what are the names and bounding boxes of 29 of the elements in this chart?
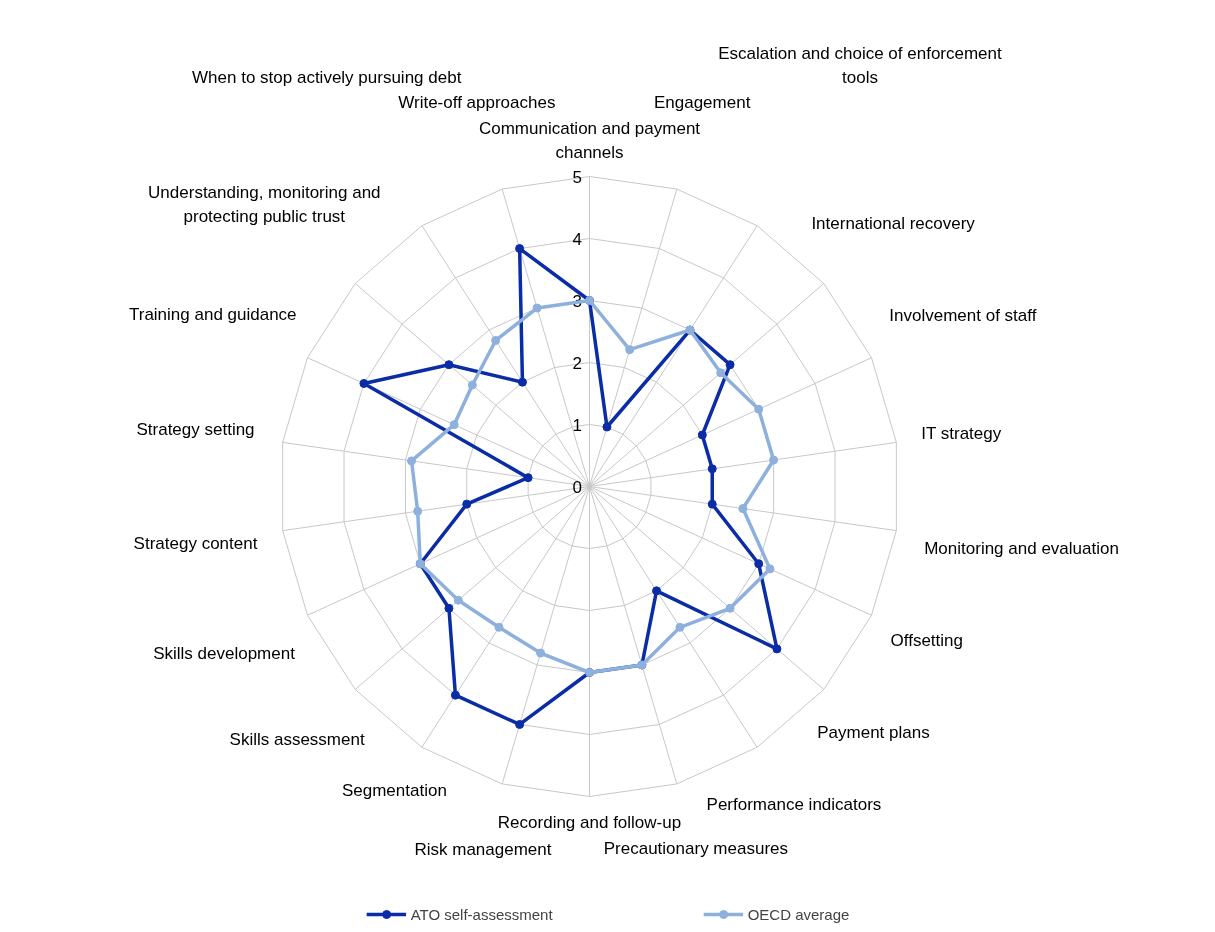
- spoke-label: Involvement of staff: [889, 306, 1037, 326]
- spoke-label: IT strategy: [921, 423, 1002, 443]
- spoke-label: Segmentation: [341, 780, 447, 800]
- spoke-label: Escalation and choice of enforcement tools: [718, 44, 1003, 87]
- legend-label: ATO self-assessment: [410, 905, 553, 923]
- spoke-label: Communication and payment channels: [478, 119, 701, 162]
- spoke-label: Engagement: [653, 93, 751, 113]
- spoke-label: Offsetting: [890, 631, 963, 651]
- spoke-label: Risk management: [414, 839, 552, 859]
- spoke-label: When to stop actively pursuing debt: [192, 68, 462, 88]
- spoke-label: Training and guidance: [128, 304, 297, 324]
- y-tick-label: 4: [572, 229, 583, 249]
- spoke-label: Strategy setting: [136, 420, 255, 440]
- spoke-label: Write-off approaches: [398, 93, 556, 113]
- spoke-label: Recording and follow-up: [497, 813, 682, 833]
- spoke-label: Performance indicators: [706, 795, 882, 815]
- y-tick-label: 2: [572, 353, 583, 373]
- spoke-label: Precautionary measures: [603, 839, 789, 859]
- spoke-label: Payment plans: [817, 723, 930, 743]
- y-tick-label: 0: [572, 477, 583, 497]
- spoke-label: Skills assessment: [229, 730, 365, 750]
- legend-label: OECD average: [747, 905, 850, 923]
- spoke-label: Monitoring and evaluation: [924, 539, 1119, 559]
- y-tick-label: 5: [572, 167, 583, 187]
- spoke-label: International recovery: [811, 213, 976, 233]
- spoke-label: Understanding, monitoring and protecting public trust: [148, 183, 381, 227]
- spoke-label: Strategy content: [133, 533, 258, 553]
- y-tick-label: 1: [572, 415, 583, 435]
- spoke-label: Skills development: [153, 643, 296, 663]
